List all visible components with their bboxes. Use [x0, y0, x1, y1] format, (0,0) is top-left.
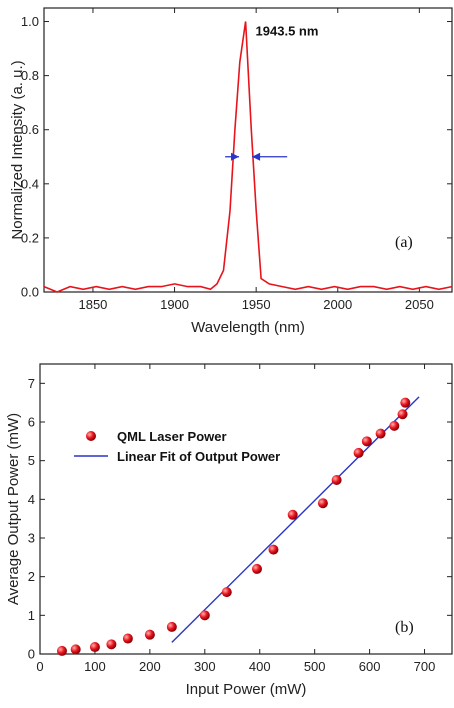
data-point	[400, 397, 411, 408]
y-tick-label: 0.4	[21, 176, 39, 191]
y-tick-label: 0.2	[21, 230, 39, 245]
legend-label-qml: QML Laser Power	[117, 429, 227, 444]
y-tick-label: 7	[28, 376, 35, 391]
chart-panel-b: 0 100 200 300 400 500 600 700 0 1 2 3 4 5 6 7 Input Powe…	[5, 363, 453, 698]
data-point	[361, 436, 372, 447]
fwhm-arrowhead-right	[252, 152, 261, 161]
y-tick-label: 3	[28, 531, 35, 546]
data-point	[106, 639, 117, 650]
data-point	[221, 587, 232, 598]
y-tick-label: 2	[28, 569, 35, 584]
data-point	[122, 633, 133, 644]
data-point	[166, 621, 177, 632]
y-axis-title: Normalized Intensity (a. u.)	[9, 60, 26, 239]
data-point	[56, 645, 67, 656]
data-point	[70, 644, 81, 655]
data-point	[199, 610, 210, 621]
y-tick-label: 6	[28, 415, 35, 430]
x-tick-label: 400	[249, 659, 271, 674]
legend-label-fit: Linear Fit of Output Power	[117, 449, 280, 464]
y-tick-label: 0	[28, 647, 35, 662]
x-axis-title: Wavelength (nm)	[191, 319, 305, 336]
x-axis-title: Input Power (mW)	[186, 681, 307, 698]
data-point	[89, 642, 100, 653]
peak-annotation: 1943.5 nm	[256, 24, 319, 39]
data-point	[353, 447, 364, 458]
x-tick-label: 300	[194, 659, 216, 674]
panel-label: (b)	[395, 619, 414, 636]
linear-fit-line	[171, 396, 420, 643]
y-tick-label: 0.0	[21, 285, 39, 300]
y-axis-title: Average Output Power (mW)	[5, 413, 22, 605]
data-point	[251, 563, 262, 574]
chart-panel-a: 1850 1900 1950 2000 2050 0.0 0.2 0.4 0.6 0.8 1.0 Wa…	[9, 7, 453, 336]
legend-marker-qml	[86, 431, 96, 441]
y-tick-label: 4	[28, 492, 35, 507]
data-point	[389, 420, 400, 431]
x-tick-label: 700	[414, 659, 436, 674]
data-point	[268, 544, 279, 555]
data-point	[375, 428, 386, 439]
plot-frame	[43, 7, 453, 293]
x-tick-label: 1900	[160, 297, 189, 312]
x-tick-label: 2000	[323, 297, 352, 312]
x-tick-label: 0	[36, 659, 43, 674]
y-tick-label: 0.6	[21, 122, 39, 137]
x-tick-label: 200	[139, 659, 161, 674]
fwhm-arrowhead-left	[231, 152, 240, 161]
panel-label: (a)	[395, 234, 413, 251]
data-point	[331, 475, 342, 485]
y-tick-label: 0.8	[21, 68, 39, 83]
data-point	[144, 629, 155, 640]
y-tick-label: 1	[28, 608, 35, 623]
x-tick-label: 500	[304, 659, 326, 674]
x-tick-label: 100	[84, 659, 106, 674]
data-point	[317, 498, 328, 509]
data-point	[397, 409, 408, 420]
y-tick-label: 1.0	[21, 14, 39, 29]
x-tick-label: 600	[359, 659, 381, 674]
spectrum-line	[43, 21, 453, 293]
x-tick-label: 1950	[242, 297, 271, 312]
plot-frame	[39, 363, 453, 655]
x-tick-label: 1850	[78, 297, 107, 312]
y-tick-label: 5	[28, 453, 35, 468]
x-tick-label: 2050	[405, 297, 434, 312]
data-point	[287, 509, 298, 520]
